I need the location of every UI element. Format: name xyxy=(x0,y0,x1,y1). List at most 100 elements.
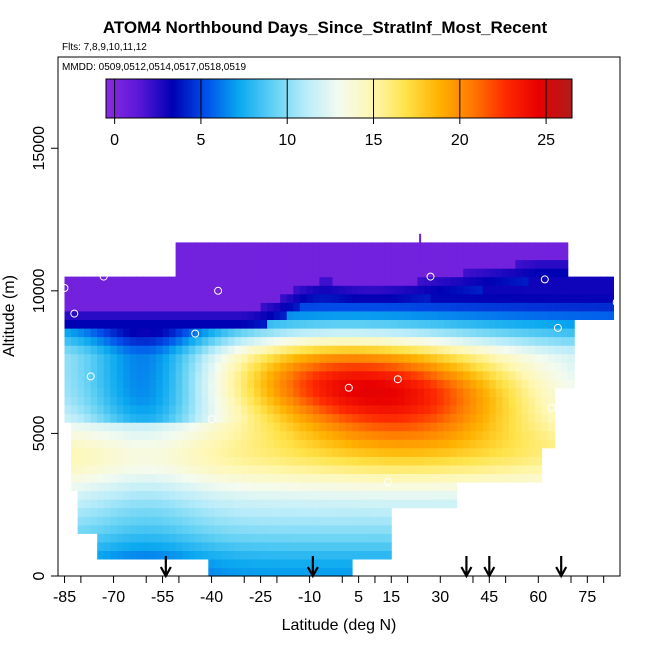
heatmap-cell xyxy=(463,250,471,261)
heatmap-cell xyxy=(208,464,216,474)
heatmap-cell xyxy=(312,464,320,474)
colorbar-tick-label: 0 xyxy=(110,132,119,149)
heatmap-cell xyxy=(456,276,464,286)
heatmap-cell xyxy=(273,456,281,466)
heatmap-cell xyxy=(143,490,151,500)
colorbar-segment xyxy=(471,79,475,118)
heatmap-cell xyxy=(299,447,307,457)
heatmap-cell xyxy=(162,302,170,312)
heatmap-cell xyxy=(325,379,333,389)
heatmap-cell xyxy=(312,285,320,295)
heatmap-cell xyxy=(463,396,471,406)
colorbar-segment xyxy=(479,79,483,118)
heatmap-cell xyxy=(424,387,432,397)
heatmap-cell xyxy=(437,396,445,406)
heatmap-cell xyxy=(358,396,366,406)
heatmap-cell xyxy=(469,242,477,252)
heatmap-cell xyxy=(352,413,360,423)
heatmap-cell xyxy=(371,533,379,543)
heatmap-cell xyxy=(332,490,340,500)
heatmap-cell xyxy=(371,293,379,303)
heatmap-cell xyxy=(404,250,412,261)
heatmap-cell xyxy=(450,404,458,415)
heatmap-cell xyxy=(110,439,118,449)
heatmap-cell xyxy=(149,533,157,543)
heatmap-cell xyxy=(110,447,118,457)
colorbar-segment xyxy=(519,79,523,118)
heatmap-cell xyxy=(214,387,222,397)
heatmap-cell xyxy=(273,413,281,423)
heatmap-cell xyxy=(214,293,222,303)
heatmap-cell xyxy=(208,353,216,363)
heatmap-cell xyxy=(522,447,530,457)
heatmap-cell xyxy=(227,345,235,355)
heatmap-cell xyxy=(397,490,405,500)
heatmap-cell xyxy=(103,533,111,543)
heatmap-cell xyxy=(84,439,92,449)
colorbar-segment xyxy=(361,79,364,118)
heatmap-cell xyxy=(182,524,190,534)
heatmap-cell xyxy=(424,413,432,423)
heatmap-cell xyxy=(482,310,490,320)
heatmap-cell xyxy=(201,353,209,363)
heatmap-cell xyxy=(561,319,569,329)
heatmap-cell xyxy=(437,481,445,492)
heatmap-cell xyxy=(195,345,203,355)
heatmap-cell xyxy=(221,550,229,560)
heatmap-cell xyxy=(77,379,85,389)
heatmap-cell xyxy=(273,558,281,569)
heatmap-cell xyxy=(371,439,379,449)
heatmap-cell xyxy=(234,353,242,363)
heatmap-cell xyxy=(430,430,438,440)
heatmap-cell xyxy=(97,481,105,492)
heatmap-cell xyxy=(325,413,333,423)
heatmap-cell xyxy=(358,439,366,449)
colorbar-segment xyxy=(351,79,354,118)
heatmap-cell xyxy=(156,362,164,372)
heatmap-cell xyxy=(443,250,451,261)
colorbar-segment xyxy=(180,79,183,118)
heatmap-cell xyxy=(476,327,484,338)
heatmap-cell xyxy=(299,242,307,252)
heatmap-cell xyxy=(214,336,222,346)
heatmap-cell xyxy=(371,422,379,432)
heatmap-cell xyxy=(97,310,105,320)
colorbar-segment xyxy=(136,79,139,118)
heatmap-cell xyxy=(417,370,425,380)
heatmap-cell xyxy=(456,285,464,295)
heatmap-cell xyxy=(345,439,353,449)
colorbar-segment xyxy=(555,79,559,118)
heatmap-cell xyxy=(378,353,386,363)
heatmap-cell xyxy=(443,336,451,346)
heatmap-cell xyxy=(339,276,347,286)
heatmap-cell xyxy=(214,533,222,543)
heatmap-cell xyxy=(339,516,347,526)
heatmap-cell xyxy=(410,490,418,500)
heatmap-cell xyxy=(410,404,418,415)
heatmap-cell xyxy=(123,507,131,517)
heatmap-cell xyxy=(404,319,412,329)
heatmap-cell xyxy=(384,473,392,483)
heatmap-cell xyxy=(384,310,392,320)
heatmap-cell xyxy=(280,422,288,432)
heatmap-cell xyxy=(241,464,249,474)
heatmap-cell xyxy=(188,285,196,295)
heatmap-cell xyxy=(312,447,320,457)
heatmap-cell xyxy=(325,524,333,534)
heatmap-cell xyxy=(208,293,216,303)
heatmap-cell xyxy=(489,430,497,440)
heatmap-cell xyxy=(267,524,275,534)
heatmap-cell xyxy=(384,516,392,526)
heatmap-cell xyxy=(410,473,418,483)
heatmap-cell xyxy=(169,345,177,355)
heatmap-cell xyxy=(260,336,268,346)
colorbar-segment xyxy=(314,79,318,118)
heatmap-cell xyxy=(280,250,288,261)
heatmap-cell xyxy=(156,507,164,517)
heatmap-cell xyxy=(489,370,497,380)
heatmap-cell xyxy=(489,387,497,397)
heatmap-cell xyxy=(567,276,575,286)
heatmap-cell xyxy=(241,490,249,500)
heatmap-cell xyxy=(188,310,196,320)
heatmap-cell xyxy=(280,242,288,252)
